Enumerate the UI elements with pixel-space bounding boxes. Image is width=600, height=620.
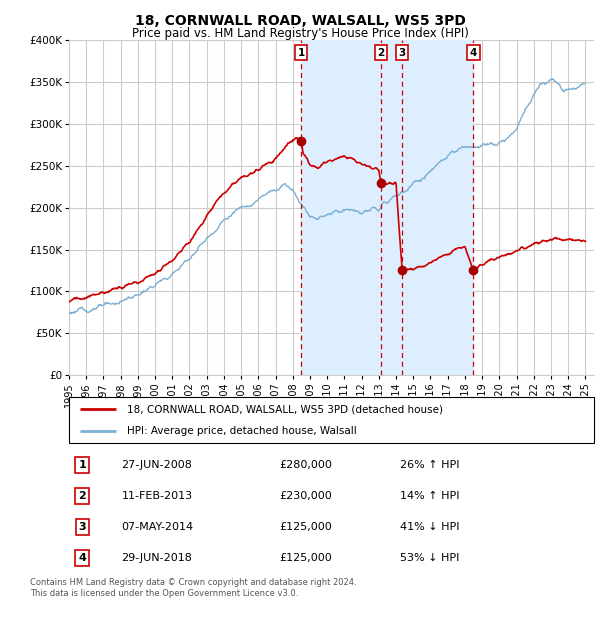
Text: 27-JUN-2008: 27-JUN-2008 [121, 460, 193, 470]
Text: 2: 2 [78, 491, 86, 501]
Text: 2: 2 [377, 48, 385, 58]
Text: 4: 4 [470, 48, 477, 58]
Text: £125,000: £125,000 [279, 553, 332, 563]
Text: 1: 1 [78, 460, 86, 470]
Text: 14% ↑ HPI: 14% ↑ HPI [400, 491, 459, 501]
Bar [301, 40, 381, 375]
Text: 1: 1 [298, 48, 305, 58]
Text: This data is licensed under the Open Government Licence v3.0.: This data is licensed under the Open Gov… [30, 589, 298, 598]
Text: 41% ↓ HPI: 41% ↓ HPI [400, 522, 459, 532]
Text: 3: 3 [398, 48, 406, 58]
Bar [402, 40, 473, 375]
Text: HPI: Average price, detached house, Walsall: HPI: Average price, detached house, Wals… [127, 426, 356, 436]
Text: 18, CORNWALL ROAD, WALSALL, WS5 3PD: 18, CORNWALL ROAD, WALSALL, WS5 3PD [134, 14, 466, 29]
Text: 07-MAY-2014: 07-MAY-2014 [121, 522, 194, 532]
Text: 18, CORNWALL ROAD, WALSALL, WS5 3PD (detached house): 18, CORNWALL ROAD, WALSALL, WS5 3PD (det… [127, 404, 443, 414]
Text: Price paid vs. HM Land Registry's House Price Index (HPI): Price paid vs. HM Land Registry's House … [131, 27, 469, 40]
Text: 29-JUN-2018: 29-JUN-2018 [121, 553, 193, 563]
Text: 11-FEB-2013: 11-FEB-2013 [121, 491, 193, 501]
Text: 26% ↑ HPI: 26% ↑ HPI [400, 460, 459, 470]
Text: £125,000: £125,000 [279, 522, 332, 532]
Text: 3: 3 [79, 522, 86, 532]
Text: 4: 4 [78, 553, 86, 563]
Text: £230,000: £230,000 [279, 491, 332, 501]
Text: Contains HM Land Registry data © Crown copyright and database right 2024.: Contains HM Land Registry data © Crown c… [30, 578, 356, 587]
Text: 53% ↓ HPI: 53% ↓ HPI [400, 553, 459, 563]
Bar [381, 40, 402, 375]
Text: £280,000: £280,000 [279, 460, 332, 470]
